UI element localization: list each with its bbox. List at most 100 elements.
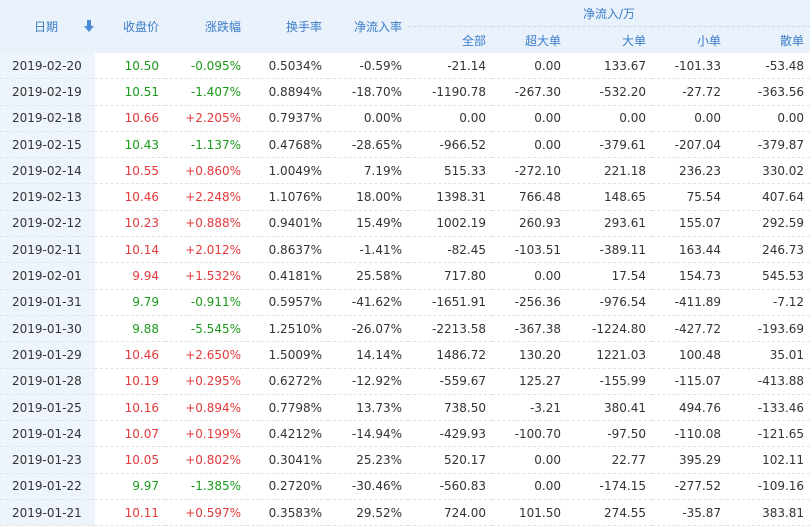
table-cell: 0.7798% [247,394,328,422]
table-cell: -1.407% [165,78,247,106]
table-cell: -367.38 [492,315,567,343]
table-cell: 10.50 [95,53,165,80]
table-cell: 154.73 [652,262,727,290]
table-cell: -256.36 [492,289,567,316]
table-cell: -27.72 [652,78,727,106]
table-row: 2019-02-19 10.51 -1.407% 0.8894% -18.70% -119… [0,78,811,106]
table-cell: 15.49% [328,210,408,238]
table-cell: 2019-02-11 [0,236,95,264]
table-cell: 10.05 [95,446,165,474]
table-cell: 0.5034% [247,53,328,80]
table-cell: -103.51 [492,236,567,264]
table-cell: -110.08 [652,420,727,448]
table-cell: +0.802% [165,446,247,474]
table-row: 2019-01-30 9.88 -5.545% 1.2510% -26.07% -2213… [0,315,811,343]
table-cell: -193.69 [727,315,811,343]
table-cell: +0.860% [165,157,247,185]
column-header[interactable]: 收盘价 [95,0,165,53]
table-row: 2019-01-22 9.97 -1.385% 0.2720% -30.46% -560.… [0,473,811,501]
table-cell: 25.58% [328,262,408,290]
table-cell: +0.199% [165,420,247,448]
column-header[interactable]: 小单 [652,26,727,53]
table-cell: 717.80 [408,262,492,290]
table-cell: -0.095% [165,53,247,80]
table-cell: 2019-02-14 [0,157,95,185]
table-cell: 0.00 [567,105,652,132]
table-cell: -272.10 [492,157,567,185]
table-cell: 2019-01-21 [0,499,95,527]
table-cell: 0.00 [492,446,567,474]
table-cell: 10.11 [95,499,165,527]
table-row: 2019-01-24 10.07 +0.199% 0.4212% -14.94% -429… [0,420,811,448]
table-cell: 515.33 [408,157,492,185]
table-cell: +0.597% [165,499,247,527]
table-row: 2019-01-28 10.19 +0.295% 0.6272% -12.92% -559… [0,368,811,395]
table-cell: 395.29 [652,446,727,474]
column-header[interactable]: 大单 [567,26,652,53]
header-text: 日期 [34,20,59,34]
table-cell: -1190.78 [408,78,492,106]
table-cell: 35.01 [727,341,811,369]
table-cell: -35.87 [652,499,727,527]
table-cell: 0.3583% [247,499,328,527]
column-header[interactable]: 换手率 [247,0,328,53]
table-cell: 0.4768% [247,131,328,159]
table-cell: -155.99 [567,368,652,395]
table-row: 2019-02-11 10.14 +2.012% 0.8637% -1.41% -82.4… [0,236,811,264]
column-header[interactable]: 涨跌幅 [165,0,247,53]
table-cell: 545.53 [727,262,811,290]
table-cell: -1.385% [165,473,247,501]
table-cell: 260.93 [492,210,567,238]
table-cell: -532.20 [567,78,652,106]
column-header[interactable]: 日期 [0,0,95,53]
table-cell: 0.00 [492,105,567,132]
table-row: 2019-01-29 10.46 +2.650% 1.5009% 14.14% 1486.… [0,341,811,369]
table-cell: 17.54 [567,262,652,290]
table-cell: 2019-01-29 [0,341,95,369]
table-cell: 2019-01-28 [0,368,95,395]
table-cell: 10.23 [95,210,165,238]
table-row: 2019-02-20 10.50 -0.095% 0.5034% -0.59% -21.1… [0,53,811,80]
column-header[interactable]: 超大单 [492,26,567,53]
table-cell: 29.52% [328,499,408,527]
column-header[interactable]: 全部 [408,26,492,53]
table-cell: -101.33 [652,53,727,80]
table-cell: 10.19 [95,368,165,395]
table-cell: -12.92% [328,368,408,395]
table-cell: -1224.80 [567,315,652,343]
table-cell: 0.8894% [247,78,328,106]
table-cell: -5.545% [165,315,247,343]
table-cell: 1.0049% [247,157,328,185]
table-cell: +2.248% [165,183,247,211]
table-cell: +2.650% [165,341,247,369]
table-cell: 520.17 [408,446,492,474]
table-cell: 292.59 [727,210,811,238]
table-cell: -21.14 [408,53,492,80]
table-cell: 10.55 [95,157,165,185]
table-cell: +2.012% [165,236,247,264]
table-cell: 0.5957% [247,289,328,316]
table-cell: 236.23 [652,157,727,185]
table-cell: -26.07% [328,315,408,343]
table-cell: 10.16 [95,394,165,422]
table-cell: 1221.03 [567,341,652,369]
table-row: 2019-02-13 10.46 +2.248% 1.1076% 18.00% 1398.… [0,183,811,211]
table-cell: 293.61 [567,210,652,238]
table-cell: -207.04 [652,131,727,159]
table-cell: 10.51 [95,78,165,106]
table-cell: -559.67 [408,368,492,395]
table-cell: 0.3041% [247,446,328,474]
sort-arrow[interactable] [84,20,94,32]
table-cell: -379.87 [727,131,811,159]
column-header[interactable]: 净流入率 [328,0,408,53]
column-header[interactable]: 散单 [727,26,811,53]
table-cell: 0.00 [492,131,567,159]
table-cell: 10.46 [95,183,165,211]
table-cell: 0.4181% [247,262,328,290]
table-row: 2019-02-14 10.55 +0.860% 1.0049% 7.19% 515.33… [0,157,811,185]
table-row: 2019-02-12 10.23 +0.888% 0.9401% 15.49% 1002.… [0,210,811,238]
table-cell: -427.72 [652,315,727,343]
table-cell: 100.48 [652,341,727,369]
table-cell: 13.73% [328,394,408,422]
